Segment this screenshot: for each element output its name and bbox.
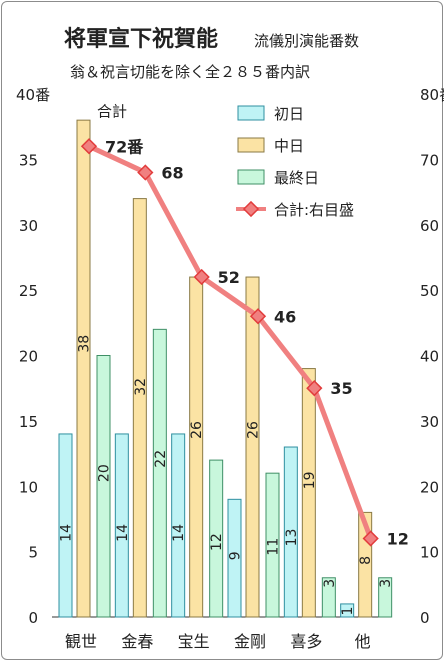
x-category-label: 他 xyxy=(355,632,371,651)
x-category-label: 喜多 xyxy=(290,632,322,651)
bar-value-label: 22 xyxy=(153,450,169,468)
bar-1-6 xyxy=(340,603,355,618)
bar-3-4 xyxy=(265,472,280,618)
chart-subtitle: 翁＆祝言切能を除く全２８５番内訳 xyxy=(70,63,310,81)
bar-value-label: 1 xyxy=(340,607,356,616)
y-right-tick-label: 60 xyxy=(420,217,439,235)
bar-value-label: 26 xyxy=(189,421,205,439)
x-category-label: 宝生 xyxy=(178,632,210,651)
total-point xyxy=(306,380,323,397)
total-value-label: 35 xyxy=(330,379,352,398)
legend-swatch-1 xyxy=(237,105,265,121)
bar-3-6 xyxy=(378,577,393,618)
bar-value-label: 38 xyxy=(77,335,93,353)
bar-value-label: 26 xyxy=(246,421,262,439)
y-left-tick-label: 25 xyxy=(19,282,38,300)
bar-value-label: 19 xyxy=(302,471,318,489)
bar-value-label: 14 xyxy=(59,524,75,542)
legend-swatch-3 xyxy=(237,169,265,185)
y-right-tick-label: 50 xyxy=(420,282,439,300)
total-line-group: 72番 68 52 46 35 12 合計 xyxy=(80,102,409,549)
bar-value-label: 8 xyxy=(358,556,374,565)
bar-value-label: 32 xyxy=(133,378,149,396)
legend-label-2: 中日 xyxy=(274,137,304,155)
total-value-label: 72番 xyxy=(105,137,144,156)
total-point xyxy=(362,530,379,547)
bar-1-1 xyxy=(58,433,73,618)
bars-group: 14 38 20 観世 14 32 22 金春 14 26 12 宝生 9 26 11 金剛 13 19 3 喜多 1 8… xyxy=(58,119,394,651)
bar-1-2 xyxy=(114,433,129,618)
total-point xyxy=(249,308,267,325)
legend-line-marker xyxy=(242,200,260,218)
y-right-tick-label: 20 xyxy=(420,478,439,496)
chart-title-suffix: 流儀別演能番数 xyxy=(254,32,359,50)
x-category-label: 金剛 xyxy=(234,632,266,651)
bar-value-label: 13 xyxy=(284,529,300,547)
y-right-tick-label: 0 xyxy=(420,609,430,627)
y-left-tick-label: 10 xyxy=(19,478,38,496)
total-value-label: 12 xyxy=(387,530,409,549)
legend-label-1: 初日 xyxy=(274,105,304,123)
bar-value-label: 11 xyxy=(266,538,282,556)
y-left-tick-label: 5 xyxy=(28,544,38,562)
bar-value-label: 14 xyxy=(171,524,187,542)
bar-2-1 xyxy=(76,119,91,618)
bar-1-4 xyxy=(227,498,242,618)
y-right-tick-label: 10 xyxy=(420,544,439,562)
x-category-label: 金春 xyxy=(121,632,153,651)
bar-1-5 xyxy=(283,446,298,618)
bar-value-label: 14 xyxy=(115,524,131,542)
y-left-tick-label: 35 xyxy=(19,151,38,169)
total-point xyxy=(137,164,154,181)
legend-label-total: 合計:右目盛 xyxy=(274,201,354,219)
legend-swatch-2 xyxy=(237,137,265,153)
total-value-label: 52 xyxy=(218,268,240,287)
bar-2-5 xyxy=(301,368,316,618)
total-point xyxy=(193,268,210,286)
bar-2-2 xyxy=(132,198,147,618)
bar-2-4 xyxy=(245,276,260,618)
legend-label-3: 最終日 xyxy=(274,169,319,187)
y-left-tick-label: 15 xyxy=(19,413,38,431)
chart-title: 将軍宣下祝賀能 xyxy=(64,26,218,52)
x-category-label: 観世 xyxy=(65,632,97,651)
y-right-tick-label: 70 xyxy=(420,151,439,169)
bar-3-5 xyxy=(321,577,336,618)
total-line xyxy=(87,144,374,540)
bar-value-label: 3 xyxy=(378,579,394,588)
y-left-tick-label: 30 xyxy=(19,217,38,235)
total-value-label: 68 xyxy=(161,163,183,182)
y-left-tick-label: 0 xyxy=(28,609,38,627)
total-annotation: 合計 xyxy=(97,102,127,120)
y-left-tick-label: 20 xyxy=(19,348,38,366)
y-right-tick-label: 30 xyxy=(420,413,439,431)
bar-value-label: 9 xyxy=(228,551,244,560)
bar-2-3 xyxy=(189,276,204,618)
bar-value-label: 3 xyxy=(322,579,338,588)
bar-value-label: 12 xyxy=(209,533,225,551)
bar-value-label: 20 xyxy=(97,464,113,482)
y-left-top-label: 40番 xyxy=(16,86,50,104)
bar-3-2 xyxy=(152,328,167,618)
y-right-top-label: 80番 xyxy=(420,86,444,104)
bar-1-3 xyxy=(171,433,186,618)
y-right-tick-label: 40 xyxy=(420,348,439,366)
bar-3-3 xyxy=(209,459,224,618)
total-point xyxy=(80,138,98,155)
total-value-label: 46 xyxy=(274,307,296,326)
bar-3-1 xyxy=(96,355,111,618)
